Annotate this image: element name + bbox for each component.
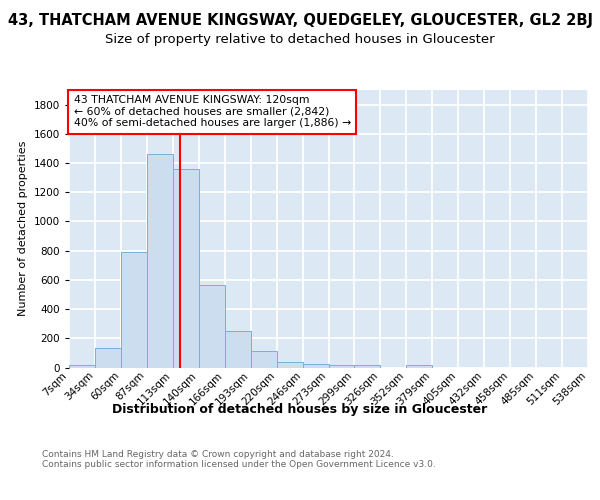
Text: 43 THATCHAM AVENUE KINGSWAY: 120sqm
← 60% of detached houses are smaller (2,842): 43 THATCHAM AVENUE KINGSWAY: 120sqm ← 60… (74, 95, 351, 128)
Bar (302, 364, 329, 368)
Bar (225, 332, 251, 368)
Text: Distribution of detached houses by size in Gloucester: Distribution of detached houses by size … (112, 402, 488, 415)
Text: Contains HM Land Registry data © Crown copyright and database right 2024.
Contai: Contains HM Land Registry data © Crown c… (42, 450, 436, 469)
Bar (277, 362, 302, 368)
Bar (199, 285, 224, 368)
Text: 43, THATCHAM AVENUE KINGSWAY, QUEDGELEY, GLOUCESTER, GL2 2BJ: 43, THATCHAM AVENUE KINGSWAY, QUEDGELEY,… (7, 12, 593, 28)
Y-axis label: Number of detached properties: Number of detached properties (18, 141, 28, 316)
Bar (251, 352, 277, 368)
Bar (147, 154, 173, 368)
Bar (173, 169, 199, 368)
Bar (406, 364, 432, 368)
Bar (121, 252, 147, 368)
Bar (69, 364, 95, 368)
Bar (95, 348, 121, 368)
Text: Size of property relative to detached houses in Gloucester: Size of property relative to detached ho… (105, 32, 495, 46)
Bar (329, 366, 355, 368)
Bar (355, 364, 380, 368)
